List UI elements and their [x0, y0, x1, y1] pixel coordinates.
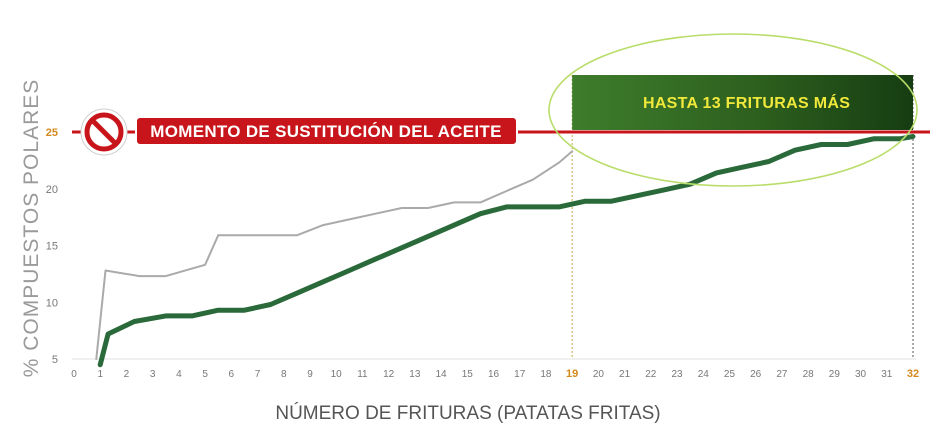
y-tick-label: 10: [46, 297, 58, 309]
series-line-2: [97, 134, 916, 368]
x-tick-label: 6: [229, 369, 235, 380]
x-tick-label: 29: [829, 369, 841, 380]
x-tick-label: 9: [307, 369, 313, 380]
x-tick-label: 24: [698, 369, 710, 380]
y-tick-label: 20: [46, 184, 58, 196]
y-tick-labels: 5 10 15 20 25: [46, 127, 58, 366]
y-tick-label: 15: [46, 241, 58, 253]
x-tick-labels: 0 1 2 3 4 5 6 7 8 9 10 11 12 13 14 15 16 17 18 19 20 21 22 23 24…: [71, 368, 919, 380]
x-tick-label: 23: [671, 369, 683, 380]
x-tick-label: 14: [436, 369, 448, 380]
threshold-banner: MOMENTO DE SUSTITUCIÓN DEL ACEITE: [135, 116, 518, 146]
x-tick-label: 13: [409, 369, 421, 380]
x-tick-label: 20: [593, 369, 605, 380]
x-tick-label: 30: [855, 369, 867, 380]
callout-label: HASTA 13 FRITURAS MÁS: [643, 93, 850, 112]
x-tick-label: 28: [803, 369, 815, 380]
prohibited-icon: [80, 108, 128, 156]
series-layer: [95, 134, 916, 368]
x-tick-label: 7: [255, 369, 261, 380]
x-tick-label: 18: [540, 369, 552, 380]
x-tick-label: 22: [645, 369, 657, 380]
y-tick-label: 5: [52, 354, 58, 366]
callout-box: [572, 75, 913, 130]
x-tick-label: 4: [176, 369, 182, 380]
x-tick-label: 26: [750, 369, 762, 380]
x-axis-label: NÚMERO DE FRITURAS (PATATAS FRITAS): [275, 402, 660, 424]
x-tick-label: 15: [462, 369, 474, 380]
x-tick-label: 27: [776, 369, 788, 380]
x-tick-label: 5: [202, 369, 208, 380]
x-tick-label: 2: [124, 369, 130, 380]
x-tick-label: 0: [71, 369, 77, 380]
x-tick-label: 1: [97, 369, 103, 380]
x-tick-label: 11: [357, 369, 368, 380]
x-tick-label: 31: [881, 369, 893, 380]
x-tick-label: 3: [150, 369, 156, 380]
y-tick-label: 25: [46, 127, 58, 139]
threshold-label: MOMENTO DE SUSTITUCIÓN DEL ACEITE: [150, 122, 502, 141]
x-tick-label: 19: [566, 368, 578, 380]
x-tick-label: 17: [514, 369, 526, 380]
series-line-1: [95, 150, 574, 360]
x-tick-label: 25: [724, 369, 736, 380]
highlight-ellipse: [548, 33, 918, 187]
x-tick-label: 10: [331, 369, 343, 380]
y-axis-label: % COMPUESTOS POLARES: [20, 79, 43, 378]
x-tick-label: 12: [383, 369, 395, 380]
x-tick-label: 8: [281, 369, 287, 380]
x-tick-label: 16: [488, 369, 500, 380]
x-tick-label: 32: [907, 368, 919, 380]
x-tick-label: 21: [619, 369, 631, 380]
